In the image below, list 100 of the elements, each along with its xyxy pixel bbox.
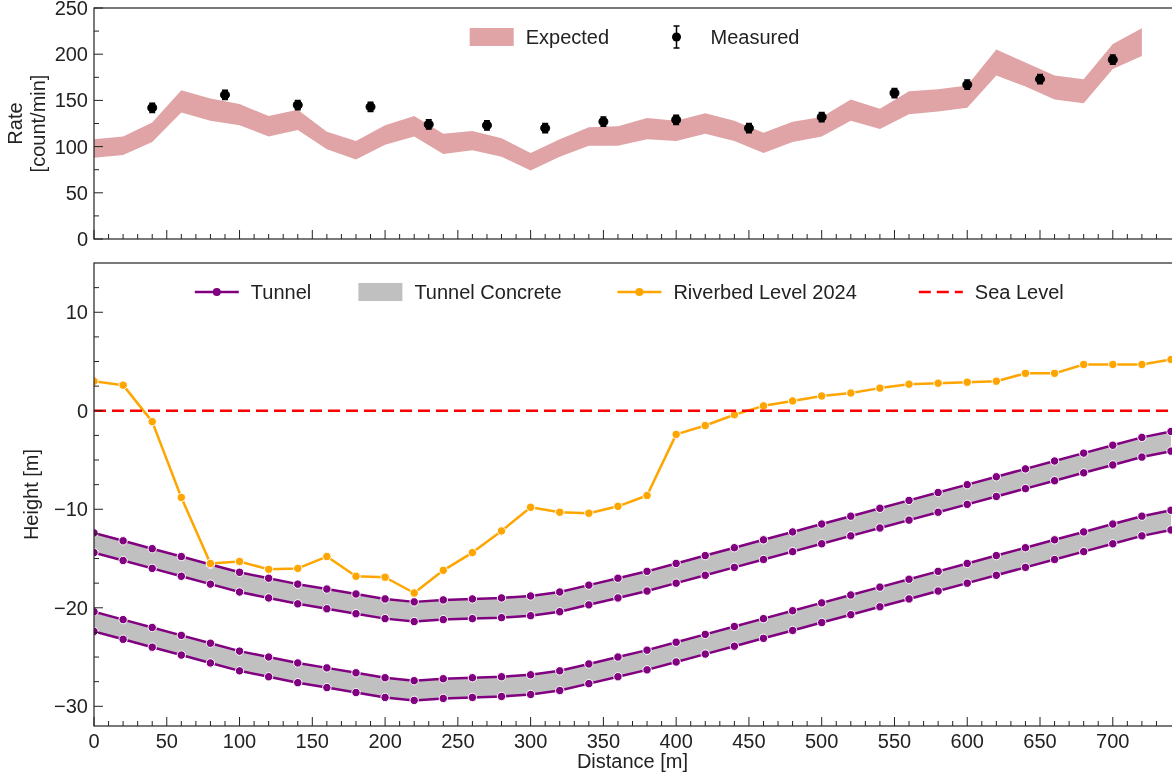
- point: [118, 380, 128, 390]
- point: [613, 573, 623, 583]
- y-tick-label: 250: [54, 0, 88, 19]
- point: [758, 613, 769, 624]
- point: [1049, 535, 1060, 545]
- point: [1049, 456, 1060, 466]
- point: [962, 499, 972, 510]
- point: [671, 637, 681, 647]
- point: [1078, 468, 1089, 478]
- point: [584, 508, 594, 518]
- point: [1049, 476, 1060, 486]
- point: [351, 668, 361, 678]
- y-tick-label: 10: [65, 301, 88, 324]
- point: [1108, 460, 1118, 470]
- point: [380, 692, 390, 703]
- legend-label: Riverbed Level 2024: [673, 281, 857, 303]
- point: [1078, 359, 1089, 370]
- point: [817, 519, 827, 529]
- y-tick-label: 50: [65, 181, 88, 204]
- point: [787, 527, 798, 537]
- point: [962, 479, 972, 490]
- point: [1108, 359, 1118, 370]
- point: [234, 666, 245, 676]
- point: [613, 652, 623, 662]
- point: [176, 630, 187, 641]
- point: [525, 502, 536, 513]
- x-tick-label: 100: [222, 730, 257, 752]
- point: [817, 617, 827, 628]
- point: [1020, 464, 1031, 474]
- point: [642, 645, 652, 655]
- point: [962, 377, 972, 387]
- point: [496, 612, 507, 623]
- point: [700, 649, 710, 659]
- point: [1137, 531, 1147, 541]
- point: [205, 638, 216, 648]
- point: [322, 663, 332, 673]
- point: [962, 578, 972, 588]
- point: [846, 531, 856, 541]
- point: [176, 492, 187, 503]
- point: [1020, 483, 1031, 494]
- point: [409, 588, 419, 598]
- x-tick-label: 700: [1096, 730, 1130, 752]
- point: [700, 550, 710, 561]
- point: [322, 551, 332, 562]
- point: [875, 602, 885, 612]
- point: [322, 604, 332, 614]
- point: [729, 543, 740, 553]
- point: [409, 695, 419, 706]
- point: [438, 595, 448, 605]
- point: [176, 551, 187, 562]
- x-tick-label: 550: [877, 730, 912, 752]
- x-tick-label: 650: [1023, 730, 1057, 752]
- x-tick-label: 150: [295, 730, 329, 752]
- x-axis-title: Distance [m]: [576, 750, 689, 772]
- point: [147, 622, 157, 633]
- point: [147, 416, 157, 427]
- point: [322, 584, 332, 594]
- point: [758, 401, 769, 411]
- point: [147, 563, 157, 574]
- legend-label: Tunnel Concrete: [414, 281, 562, 303]
- point: [525, 689, 536, 700]
- point: [293, 677, 303, 688]
- point: [613, 672, 623, 682]
- point: [351, 609, 361, 619]
- point: [642, 566, 652, 577]
- point: [496, 593, 507, 603]
- point: [1078, 527, 1089, 537]
- point: [1137, 511, 1147, 521]
- point: [700, 420, 710, 431]
- point: [584, 678, 594, 689]
- point: [875, 582, 885, 592]
- point: [293, 658, 303, 668]
- point: [147, 642, 157, 652]
- point: [234, 587, 245, 597]
- point: [409, 616, 419, 627]
- point: [176, 650, 187, 660]
- point: [584, 580, 594, 590]
- x-tick-label: 600: [950, 730, 984, 752]
- point: [1020, 562, 1031, 573]
- point: [263, 564, 274, 575]
- y-tick-label: 150: [54, 89, 88, 112]
- point: [525, 591, 536, 601]
- point: [875, 523, 885, 533]
- point: [817, 391, 827, 401]
- point: [380, 572, 390, 582]
- point: [467, 673, 478, 683]
- point: [1078, 546, 1089, 557]
- point: [991, 472, 1002, 482]
- point: [1108, 539, 1118, 549]
- point: [642, 665, 652, 675]
- point: [817, 598, 827, 608]
- point: [380, 594, 390, 604]
- point: [933, 586, 943, 596]
- point: [293, 563, 303, 574]
- point: [933, 507, 943, 517]
- point: [904, 515, 914, 525]
- point: [1108, 440, 1118, 450]
- point: [758, 554, 769, 565]
- point: [525, 610, 536, 621]
- point: [293, 599, 303, 609]
